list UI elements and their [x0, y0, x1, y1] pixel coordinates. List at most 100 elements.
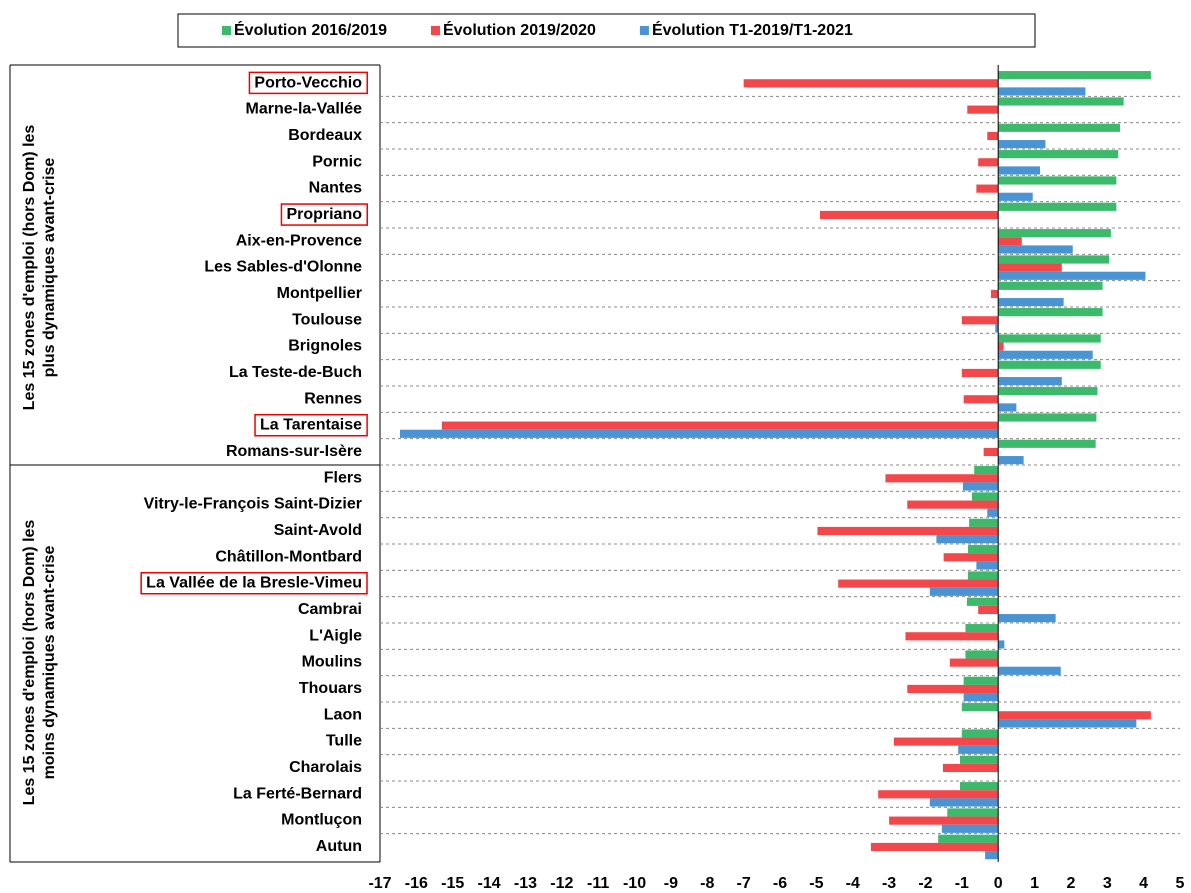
y-tick-label: Nantes [309, 180, 362, 197]
bar [990, 289, 999, 299]
bar [907, 684, 999, 694]
x-tick-label: 2 [1066, 875, 1075, 892]
bar [960, 755, 999, 764]
y-tick-label: La Ferté-Bernard [233, 785, 362, 802]
bar [943, 553, 999, 562]
y-tick-label: Bordeaux [288, 127, 362, 144]
bar [998, 666, 1061, 675]
bar [998, 360, 1101, 369]
bar [965, 624, 999, 633]
y-tick-label: Les Sables-d'Olonne [204, 259, 362, 276]
bar [947, 808, 999, 817]
y-tick-label: La Vallée de la Bresle-Vimeu [146, 575, 362, 592]
y-tick-label: Montpellier [277, 285, 362, 302]
bar [936, 535, 999, 544]
bar [907, 500, 999, 509]
bar [998, 298, 1064, 307]
bar [998, 308, 1103, 317]
bar [893, 737, 999, 746]
legend-label: Évolution 2019/2020 [443, 20, 596, 39]
bar [998, 640, 1005, 649]
bar [998, 176, 1117, 185]
bar [942, 763, 999, 773]
highlight-box [254, 413, 368, 437]
bar [969, 518, 999, 527]
bar [998, 439, 1096, 448]
bar [820, 210, 999, 220]
bar [998, 255, 1110, 264]
x-tick-label: -16 [405, 875, 428, 892]
bar [817, 526, 999, 536]
bar [998, 229, 1111, 238]
x-tick-label: 5 [1176, 875, 1185, 892]
bar [998, 387, 1098, 396]
bar [998, 711, 1151, 720]
bar [995, 324, 999, 333]
bar [998, 350, 1093, 359]
bar [972, 492, 999, 501]
bar [962, 482, 999, 491]
bar [889, 816, 999, 825]
bar [978, 605, 999, 615]
y-tick-label: Moulins [302, 654, 363, 671]
y-tick-label: Laon [324, 706, 362, 723]
bar [985, 851, 999, 860]
bar [998, 342, 1004, 351]
legend-swatch [222, 26, 231, 35]
bar [968, 571, 999, 580]
bar [983, 447, 999, 457]
y-tick-label: L'Aigle [309, 627, 362, 644]
y-tick-label: Tulle [326, 733, 362, 750]
x-tick-label: -10 [623, 875, 646, 892]
x-tick-label: -8 [700, 875, 714, 892]
x-tick-label: -14 [478, 875, 501, 892]
bar [929, 798, 999, 807]
bar [960, 782, 999, 791]
group-label: plus dynamiques avant-crise [41, 158, 58, 378]
y-tick-label: Porto-Vecchio [254, 74, 362, 91]
x-tick-label: -11 [587, 875, 609, 892]
bar [961, 703, 999, 712]
bar [998, 271, 1146, 280]
bar [998, 140, 1046, 149]
y-tick-label: Vitry-le-François Saint-Dizier [144, 496, 362, 513]
bar [963, 395, 999, 404]
bar [743, 79, 999, 88]
bar [958, 745, 999, 754]
bar [965, 650, 999, 659]
x-tick-label: 0 [994, 875, 1003, 892]
bar [998, 202, 1117, 211]
highlight-box [280, 203, 368, 226]
legend-label: Évolution 2016/2019 [234, 20, 387, 39]
y-tick-label: Charolais [289, 759, 362, 776]
group-label: Les 15 zones d'emploi (hors Dom) les [21, 520, 38, 806]
y-tick-label: Propriano [286, 206, 362, 223]
x-tick-label: -4 [846, 875, 860, 892]
bar [998, 245, 1073, 254]
x-tick-label: -7 [737, 875, 751, 892]
bar [998, 281, 1103, 290]
x-tick-label: -12 [550, 875, 573, 892]
y-tick-label: Brignoles [288, 338, 362, 355]
x-tick-label: 1 [1030, 875, 1039, 892]
x-tick-label: 3 [1103, 875, 1112, 892]
y-tick-label: La Teste-de-Buch [229, 364, 362, 381]
y-tick-label: Pornic [312, 153, 362, 170]
x-tick-label: -13 [514, 875, 537, 892]
bar [998, 71, 1151, 80]
bar [961, 729, 999, 738]
legend-label: Évolution T1-2019/T1-2021 [652, 20, 853, 39]
bar [838, 579, 999, 588]
x-tick-label: 4 [1139, 875, 1148, 892]
y-tick-label: Autun [316, 838, 362, 855]
y-tick-label: Romans-sur-Isère [226, 443, 362, 460]
bar [885, 474, 999, 483]
highlight-box [140, 571, 368, 595]
x-tick-label: -17 [368, 875, 391, 892]
x-tick-label: -6 [773, 875, 787, 892]
bar [967, 105, 999, 114]
y-tick-label: Aix-en-Provence [236, 232, 362, 249]
y-tick-label: Montluçon [281, 812, 362, 829]
bar [998, 334, 1101, 343]
bar [963, 676, 999, 685]
